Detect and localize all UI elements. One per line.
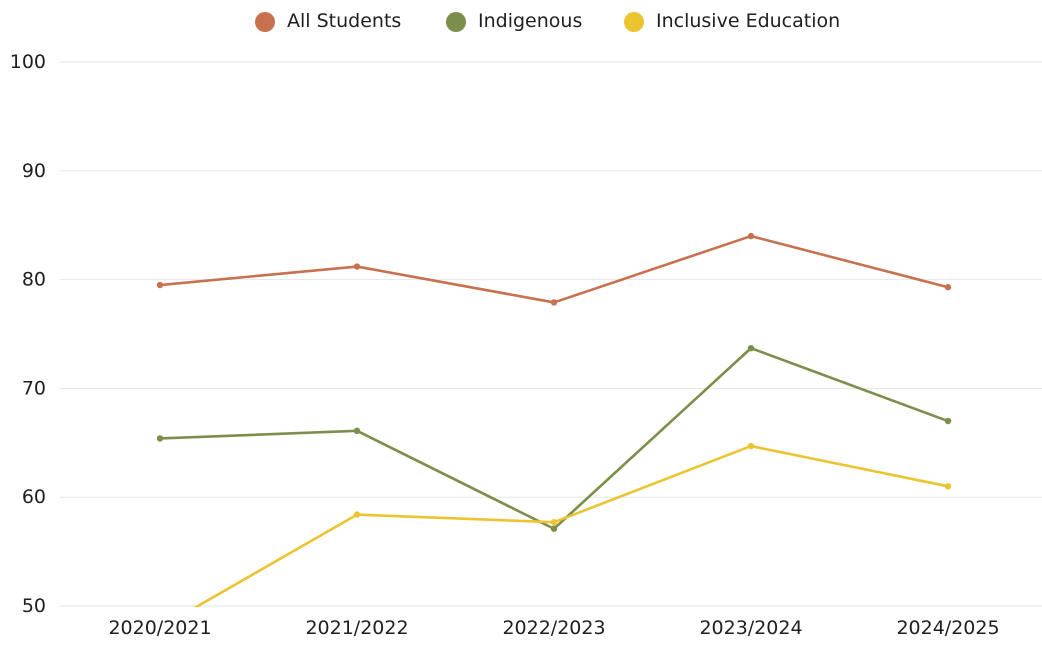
y-tick-label-70: 70	[22, 377, 46, 399]
x-axis: 2020/2021 2021/2022 2022/2023 2023/2024 2024…	[108, 617, 999, 639]
point-inclusive-education-2024-2025[interactable]	[944, 483, 952, 490]
grid	[60, 61, 1042, 607]
point-all-students-2022-2023[interactable]	[550, 299, 558, 306]
legend: All Students Indigenous Inclusive Educatio…	[255, 10, 840, 32]
y-tick-label-100: 100	[10, 51, 46, 73]
series-line-all-students	[158, 234, 950, 304]
series-inclusive-education	[193, 442, 952, 607]
legend-label-all-students: All Students	[287, 10, 401, 32]
legend-item-all-students[interactable]: All Students	[255, 10, 401, 32]
legend-item-inclusive-education[interactable]: Inclusive Education	[624, 10, 840, 32]
y-tick-label-90: 90	[22, 160, 46, 182]
series-line-inclusive-education	[193, 444, 950, 607]
y-tick-label-60: 60	[22, 486, 46, 508]
point-inclusive-education-2021-2022[interactable]	[353, 511, 361, 518]
legend-swatch-all-students	[255, 12, 275, 32]
series-indigenous	[156, 344, 952, 532]
point-indigenous-2024-2025[interactable]	[944, 417, 952, 425]
point-all-students-2021-2022[interactable]	[353, 263, 361, 270]
point-all-students-2023-2024[interactable]	[747, 232, 755, 240]
point-indigenous-2021-2022[interactable]	[353, 427, 361, 435]
legend-swatch-indigenous	[446, 12, 466, 32]
point-indigenous-2020-2021[interactable]	[156, 435, 164, 442]
series-all-students	[156, 232, 952, 306]
x-tick-label-2022-2023: 2022/2023	[502, 617, 605, 639]
y-tick-label-50: 50	[22, 595, 46, 617]
legend-label-inclusive-education: Inclusive Education	[656, 10, 840, 32]
y-tick-label-80: 80	[22, 269, 46, 291]
point-all-students-2020-2021[interactable]	[156, 281, 164, 289]
x-tick-label-2020-2021: 2020/2021	[108, 617, 211, 639]
x-tick-label-2024-2025: 2024/2025	[896, 617, 999, 639]
series-line-indigenous	[158, 346, 950, 531]
legend-item-indigenous[interactable]: Indigenous	[446, 10, 582, 32]
point-indigenous-2023-2024[interactable]	[747, 344, 755, 352]
legend-label-indigenous: Indigenous	[478, 10, 582, 32]
legend-swatch-inclusive-education	[624, 12, 644, 32]
series-layer	[156, 232, 952, 607]
point-inclusive-education-2023-2024[interactable]	[747, 442, 755, 450]
x-tick-label-2023-2024: 2023/2024	[699, 617, 802, 639]
point-inclusive-education-2022-2023[interactable]	[550, 519, 558, 526]
x-tick-label-2021-2022: 2021/2022	[305, 617, 408, 639]
point-indigenous-2022-2023[interactable]	[550, 525, 558, 532]
point-all-students-2024-2025[interactable]	[944, 284, 952, 291]
y-axis: 50 60 70 80 90 100	[10, 51, 46, 617]
